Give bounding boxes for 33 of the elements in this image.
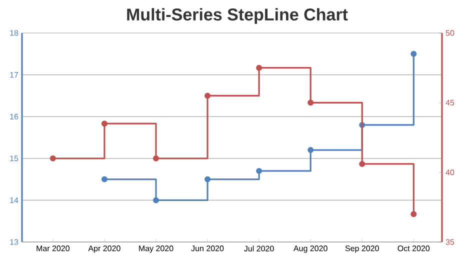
point — [101, 120, 108, 127]
x-tick-label: Jul 2020 — [244, 246, 274, 252]
chart-title: Multi-Series StepLine Chart — [127, 8, 348, 24]
x-tick-label: Apr 2020 — [88, 246, 120, 253]
y-tick-label: 13 — [10, 239, 18, 245]
point — [152, 197, 159, 204]
point — [256, 64, 262, 71]
x-tick-label: Oct 2020 — [398, 246, 430, 252]
point — [152, 155, 159, 162]
point — [410, 211, 417, 218]
point — [50, 155, 56, 162]
point — [101, 176, 108, 182]
x-tick-label: Jun 2020 — [191, 246, 224, 252]
point — [308, 147, 314, 154]
y2-tick-label: 35 — [446, 239, 454, 245]
x-tick-label: Sep 2020 — [345, 246, 379, 253]
y-tick-label: 14 — [10, 197, 18, 203]
y2-tick-label: 50 — [446, 30, 454, 36]
point — [204, 176, 211, 182]
y-tick-label: 15 — [10, 156, 18, 162]
point — [410, 50, 417, 57]
y-tick-label: 17 — [10, 72, 18, 78]
y-tick-label: 16 — [10, 114, 18, 120]
y-tick-label: 18 — [10, 30, 18, 36]
point — [359, 160, 366, 167]
x-tick-label: Aug 2020 — [293, 246, 328, 253]
point — [204, 92, 211, 99]
x-tick-label: May 2020 — [139, 246, 174, 253]
point — [308, 100, 314, 106]
x-tick-label: Mar 2020 — [36, 246, 70, 252]
y2-tick-label: 45 — [446, 100, 454, 106]
y2-tick-label: 40 — [446, 170, 454, 176]
point — [256, 168, 262, 174]
